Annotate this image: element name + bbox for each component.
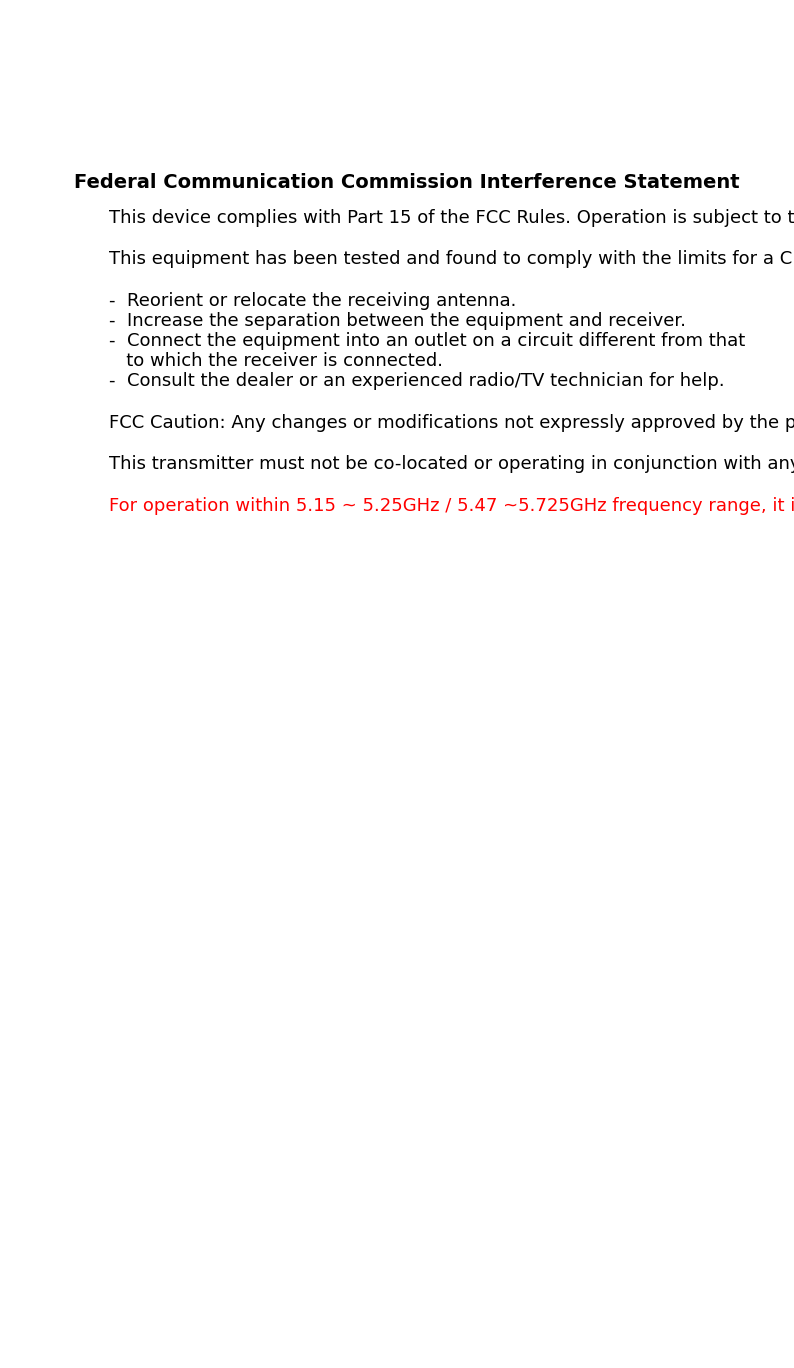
Text: -  Reorient or relocate the receiving antenna.: - Reorient or relocate the receiving ant…: [109, 291, 516, 311]
Text: This equipment has been tested and found to comply with the limits for a Class B: This equipment has been tested and found…: [109, 250, 794, 268]
Text: Federal Communication Commission Interference Statement: Federal Communication Commission Interfe…: [74, 174, 740, 193]
Text: This device complies with Part 15 of the FCC Rules. Operation is subject to the : This device complies with Part 15 of the…: [109, 209, 794, 227]
Text: to which the receiver is connected.: to which the receiver is connected.: [109, 352, 443, 369]
Text: -  Connect the equipment into an outlet on a circuit different from that: - Connect the equipment into an outlet o…: [109, 332, 746, 350]
Text: FCC Caution: Any changes or modifications not expressly approved by the party re: FCC Caution: Any changes or modification…: [109, 413, 794, 432]
Text: -  Consult the dealer or an experienced radio/TV technician for help.: - Consult the dealer or an experienced r…: [109, 372, 725, 390]
Text: This transmitter must not be co-located or operating in conjunction with any oth: This transmitter must not be co-located …: [109, 456, 794, 473]
Text: For operation within 5.15 ~ 5.25GHz / 5.47 ~5.725GHz frequency range, it is rest: For operation within 5.15 ~ 5.25GHz / 5.…: [109, 497, 794, 514]
Text: -  Increase the separation between the equipment and receiver.: - Increase the separation between the eq…: [109, 312, 686, 330]
